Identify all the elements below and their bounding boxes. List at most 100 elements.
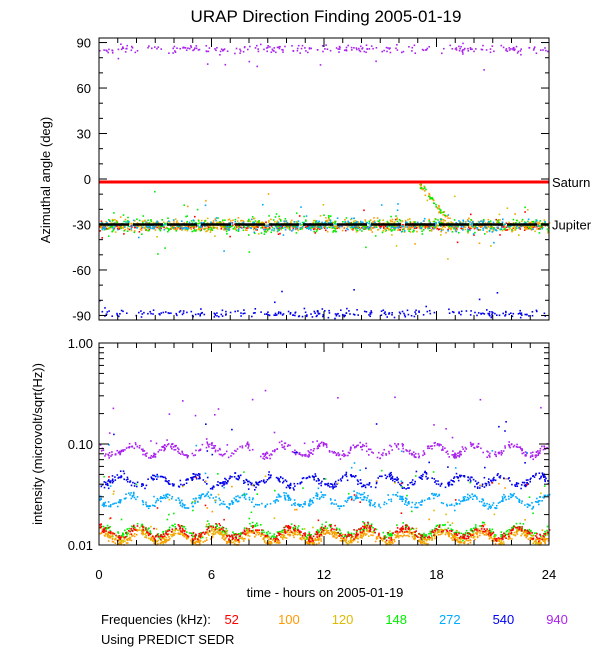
intensity-point-940	[418, 456, 420, 459]
intensity-point-940	[171, 443, 173, 445]
azimuth-point-100	[237, 217, 240, 219]
intensity-point-540	[166, 480, 169, 483]
intensity-point-272	[120, 499, 122, 501]
azimuth-point-148	[392, 229, 394, 231]
azimuth-point-148	[448, 225, 450, 228]
azimuth-point-100	[212, 220, 215, 222]
azimuth-point-120	[114, 231, 117, 233]
intensity-point-940	[217, 408, 220, 410]
intensity-point-272	[191, 505, 194, 508]
azimuth-point-52	[270, 225, 273, 227]
azimuth-point-272	[156, 220, 159, 223]
intensity-point-272	[235, 495, 237, 498]
azimuth-point-540	[322, 315, 324, 318]
intensity-point-272	[131, 495, 134, 497]
intensity-point-272	[103, 503, 106, 505]
intensity-point-540	[119, 476, 121, 479]
azimuth-point-540	[311, 316, 314, 318]
azimuth-point-272	[279, 227, 282, 230]
intensity-point-940	[181, 450, 183, 453]
intensity-point-272	[195, 444, 198, 447]
intensity-point-272	[323, 494, 325, 496]
intensity-point-272	[179, 501, 182, 503]
chart-title: URAP Direction Finding 2005-01-19	[191, 7, 462, 26]
azimuth-point-120	[391, 234, 393, 236]
intensity-point-148	[434, 527, 436, 530]
intensity-point-272	[187, 507, 190, 509]
intensity-point-940	[291, 451, 294, 453]
azimuth-point-120	[126, 227, 129, 229]
intensity-point-940	[194, 454, 196, 456]
azimuth-point-272	[362, 227, 364, 229]
intensity-point-540	[374, 486, 377, 489]
azimuth-point-100	[157, 225, 159, 227]
intensity-point-148	[511, 527, 513, 529]
azimuth-point-540	[314, 312, 316, 314]
azimuth-point-100	[326, 221, 329, 223]
intensity-point-940	[245, 445, 247, 447]
intensity-point-148	[256, 493, 258, 495]
azimuth-point-940	[267, 45, 269, 47]
intensity-point-540	[407, 487, 409, 489]
intensity-point-940	[278, 441, 281, 444]
azimuth-point-148	[508, 225, 510, 228]
intensity-point-940	[301, 455, 304, 457]
azimuth-point-148	[235, 229, 238, 232]
azimuth-point-540	[384, 313, 387, 316]
intensity-point-272	[537, 500, 540, 502]
azimuth-point-540	[536, 310, 538, 313]
intensity-point-540	[193, 476, 195, 478]
azimuth-point-272	[369, 224, 372, 227]
azimuth-point-120	[121, 226, 123, 229]
azimuth-point-100	[216, 226, 218, 229]
intensity-point-272	[310, 500, 312, 502]
intensity-point-940	[143, 450, 146, 452]
intensity-point-540	[247, 488, 250, 490]
azimuth-point-148	[111, 220, 114, 222]
azimuth-point-148	[331, 227, 333, 229]
intensity-point-148	[190, 532, 193, 534]
azimuth-point-540	[348, 310, 350, 312]
azimuth-point-540	[544, 315, 547, 317]
azimuth-point-148	[198, 226, 200, 228]
intensity-point-120	[171, 535, 173, 538]
intensity-point-540	[434, 481, 436, 483]
azimuth-point-272	[487, 221, 490, 223]
azimuth-point-148	[528, 227, 530, 229]
azimuth-point-940	[359, 50, 362, 53]
azimuth-point-272	[451, 225, 453, 228]
azimuth-point-940	[515, 45, 518, 48]
azimuth-point-940	[483, 69, 485, 71]
azimuth-point-940	[408, 46, 410, 48]
intensity-point-540	[390, 474, 393, 476]
azimuth-point-148	[399, 220, 402, 222]
intensity-point-272	[513, 492, 515, 495]
intensity-point-940	[175, 444, 177, 447]
azimuth-point-120	[442, 229, 444, 231]
azimuth-point-148	[177, 225, 180, 227]
intensity-point-540	[150, 476, 153, 478]
intensity-point-148	[500, 531, 503, 533]
azimuth-point-52	[386, 227, 389, 230]
intensity-point-940	[231, 452, 233, 454]
azimuth-point-148	[299, 228, 301, 231]
intensity-point-272	[488, 506, 490, 508]
azimuth-point-120	[541, 222, 544, 224]
azimuth-point-272	[440, 225, 442, 227]
intensity-point-148	[225, 527, 227, 530]
azimuth-point-272	[332, 226, 334, 228]
azimuth-point-120	[145, 225, 147, 227]
intensity-point-540	[279, 476, 282, 478]
azimuth-point-100	[176, 228, 178, 230]
azimuth-point-52	[381, 225, 383, 227]
intensity-point-940	[480, 447, 482, 450]
azimuth-point-540	[301, 315, 304, 318]
intensity-point-148	[335, 527, 338, 529]
intensity-point-272	[372, 504, 374, 507]
intensity-point-540	[191, 476, 193, 479]
intensity-point-940	[153, 452, 155, 455]
azimuth-point-120	[403, 231, 406, 233]
intensity-point-940	[337, 452, 339, 454]
intensity-point-272	[308, 503, 310, 505]
azimuth-point-940	[168, 52, 170, 54]
